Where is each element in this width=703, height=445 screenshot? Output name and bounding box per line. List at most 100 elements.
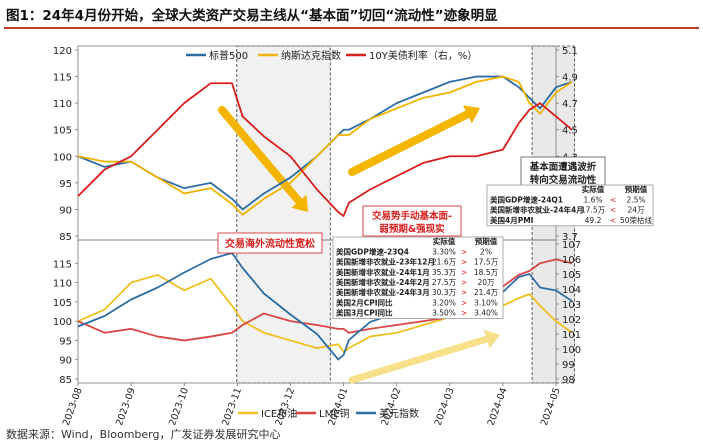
series-line-1-2 — [77, 252, 573, 361]
series-line-0-2 — [77, 82, 573, 217]
series-lines — [77, 75, 573, 361]
series-line-1-1 — [77, 258, 573, 342]
arrow-up-commodities-shaft — [348, 335, 491, 384]
arrow-up-fundamentals-head — [463, 105, 480, 124]
table1-cell: 3.20% — [432, 298, 456, 307]
left-tick-label: 105 — [53, 126, 72, 137]
table1-cell: 3.40% — [474, 309, 498, 318]
chart-canvas: 8590951001051101151203.73.94.14.34.54.74… — [53, 45, 654, 425]
left-tick-label: 115 — [53, 259, 72, 270]
left-tick-label: 120 — [53, 46, 72, 57]
x-tick-label: 2024-05 — [539, 386, 563, 425]
shaded-period-liquidity-easing — [236, 45, 331, 384]
table1-cell: 美国2月CPI同比 — [336, 297, 393, 307]
table2-cell: 1.6% — [583, 195, 602, 204]
x-tick-label: 2023-09 — [114, 386, 138, 425]
table1-cell: 35.3万 — [432, 268, 457, 277]
table1-cell: > — [461, 247, 467, 256]
right-tick-label: 103 — [562, 300, 581, 311]
table1-bg — [332, 236, 504, 319]
source-note: 数据来源：Wind，Bloomberg，广发证券发展研究中心 — [6, 428, 281, 441]
table1-header-cell: 预期值 — [475, 236, 498, 246]
table1-cell: 美国新增非农就业-24年2月 — [336, 277, 430, 287]
table2-header-cell: 实际值 — [582, 184, 605, 194]
table2-cell: < — [610, 195, 616, 204]
right-tick-label: 98 — [562, 375, 575, 386]
table1-cell: 美国GDP增速-23Q4 — [336, 246, 409, 256]
legend-label-ice-oil: ICE布油 — [261, 407, 297, 420]
right-tick-label: 102 — [562, 315, 581, 326]
legend-label-ust10y: 10Y美债利率（右，%） — [369, 49, 477, 62]
title-rule — [4, 27, 699, 29]
table2-cell: 17.5万 — [581, 206, 606, 215]
left-tick-label: 100 — [53, 317, 72, 328]
table2-bg — [486, 184, 654, 227]
x-tick-label: 2024-04 — [486, 386, 510, 425]
arrow-up-commodities-head — [483, 329, 500, 349]
annotation-liquidity-easing-text: 交易海外流动性宽松 — [225, 237, 315, 250]
table2-cell: < — [610, 206, 616, 215]
annotation-fundamentals-line2: 弱预期&强现实 — [379, 223, 445, 235]
annotation-fundamentals-line1: 交易势手动基本面- — [372, 210, 452, 222]
left-tick-label: 100 — [53, 152, 72, 163]
legend-label-usd-index: 美元指数 — [379, 407, 419, 420]
left-tick-label: 115 — [53, 73, 72, 84]
right-tick-label: 3.7 — [562, 232, 578, 243]
arrow-up-fundamentals-shaft — [348, 110, 472, 176]
left-tick-label: 110 — [53, 279, 72, 290]
series-line-1-0 — [77, 273, 573, 353]
x-tick-label: 2024-03 — [433, 386, 457, 425]
table1-cell: > — [461, 298, 467, 307]
table1-cell: 3.10% — [474, 298, 498, 307]
table1-cell: 美国新增非农就业-23年12月 — [336, 257, 435, 267]
left-tick-label: 95 — [59, 179, 72, 190]
annotation-fundamentals: 交易势手动基本面- 弱预期&强现实 — [362, 205, 462, 237]
left-tick-label: 90 — [59, 205, 72, 216]
right-tick-label: 104 — [562, 285, 581, 296]
left-tick-label: 85 — [59, 232, 72, 243]
x-tick-label: 2023-11 — [220, 386, 244, 425]
table1-cell: 18.5万 — [474, 268, 499, 277]
right-tick-label: 99 — [562, 360, 575, 371]
series-line-0-0 — [77, 75, 573, 211]
right-tick-label: 4.7 — [562, 99, 578, 110]
right-tick-label: 4.5 — [562, 126, 578, 137]
table2-cell: 24万 — [627, 206, 645, 215]
legend-top: 标普500 纳斯达克指数 10Y美债利率（右，%） — [186, 49, 477, 62]
x-tick-label: 2023-10 — [167, 386, 191, 425]
table1-cell: > — [461, 258, 467, 267]
table1-header-cell: 实际值 — [433, 236, 456, 246]
table2-cell: 美国新增非农就业-24年4月 — [490, 205, 584, 215]
legend-label-sp500: 标普500 — [209, 49, 248, 62]
table2-cell: 50荣枯线 — [620, 215, 653, 225]
table2-cell: 美国GDP增速-24Q1 — [490, 194, 563, 204]
table2-header-cell: 预期值 — [625, 184, 648, 194]
right-tick-label: 106 — [562, 255, 581, 266]
annotation-back-to-liquidity-line2: 转向交易流动性 — [530, 174, 597, 186]
left-tick-label: 90 — [59, 356, 72, 367]
table1-cell: 美国3月CPI同比 — [336, 308, 393, 318]
table2-cell: 2.5% — [626, 195, 645, 204]
legend-label-lme-copper: LME铜 — [319, 408, 350, 420]
left-tick-label: 85 — [59, 375, 72, 386]
right-tick-label: 105 — [562, 270, 581, 281]
annotation-back-to-liquidity: 基本面遭遇波折 转向交易流动性 — [520, 156, 606, 188]
table1-cell: > — [461, 268, 467, 277]
table1-cell: 17.5万 — [474, 258, 499, 267]
x-tick-label: 2023-08 — [61, 386, 85, 425]
table1-cell: 20万 — [477, 278, 495, 287]
annotation-liquidity-easing: 交易海外流动性宽松 — [217, 232, 323, 254]
right-tick-label: 4.9 — [562, 73, 578, 84]
table1-cell: > — [461, 288, 467, 297]
table1-cell: 21.4万 — [474, 288, 499, 297]
right-tick-label: 5.1 — [562, 46, 578, 57]
annotation-back-to-liquidity-line1: 基本面遭遇波折 — [529, 161, 597, 173]
figure-title: 图1：24年4月份开始，全球大类资产交易主线从“基本面”切回“流动性”迹象明显 — [6, 8, 498, 24]
table1-cell: 27.5万 — [432, 278, 457, 287]
series-line-0-1 — [77, 75, 573, 216]
table2-cell: < — [610, 216, 616, 225]
table1-cell: 30.3万 — [432, 288, 457, 297]
table1-cell: 3.50% — [432, 309, 456, 318]
